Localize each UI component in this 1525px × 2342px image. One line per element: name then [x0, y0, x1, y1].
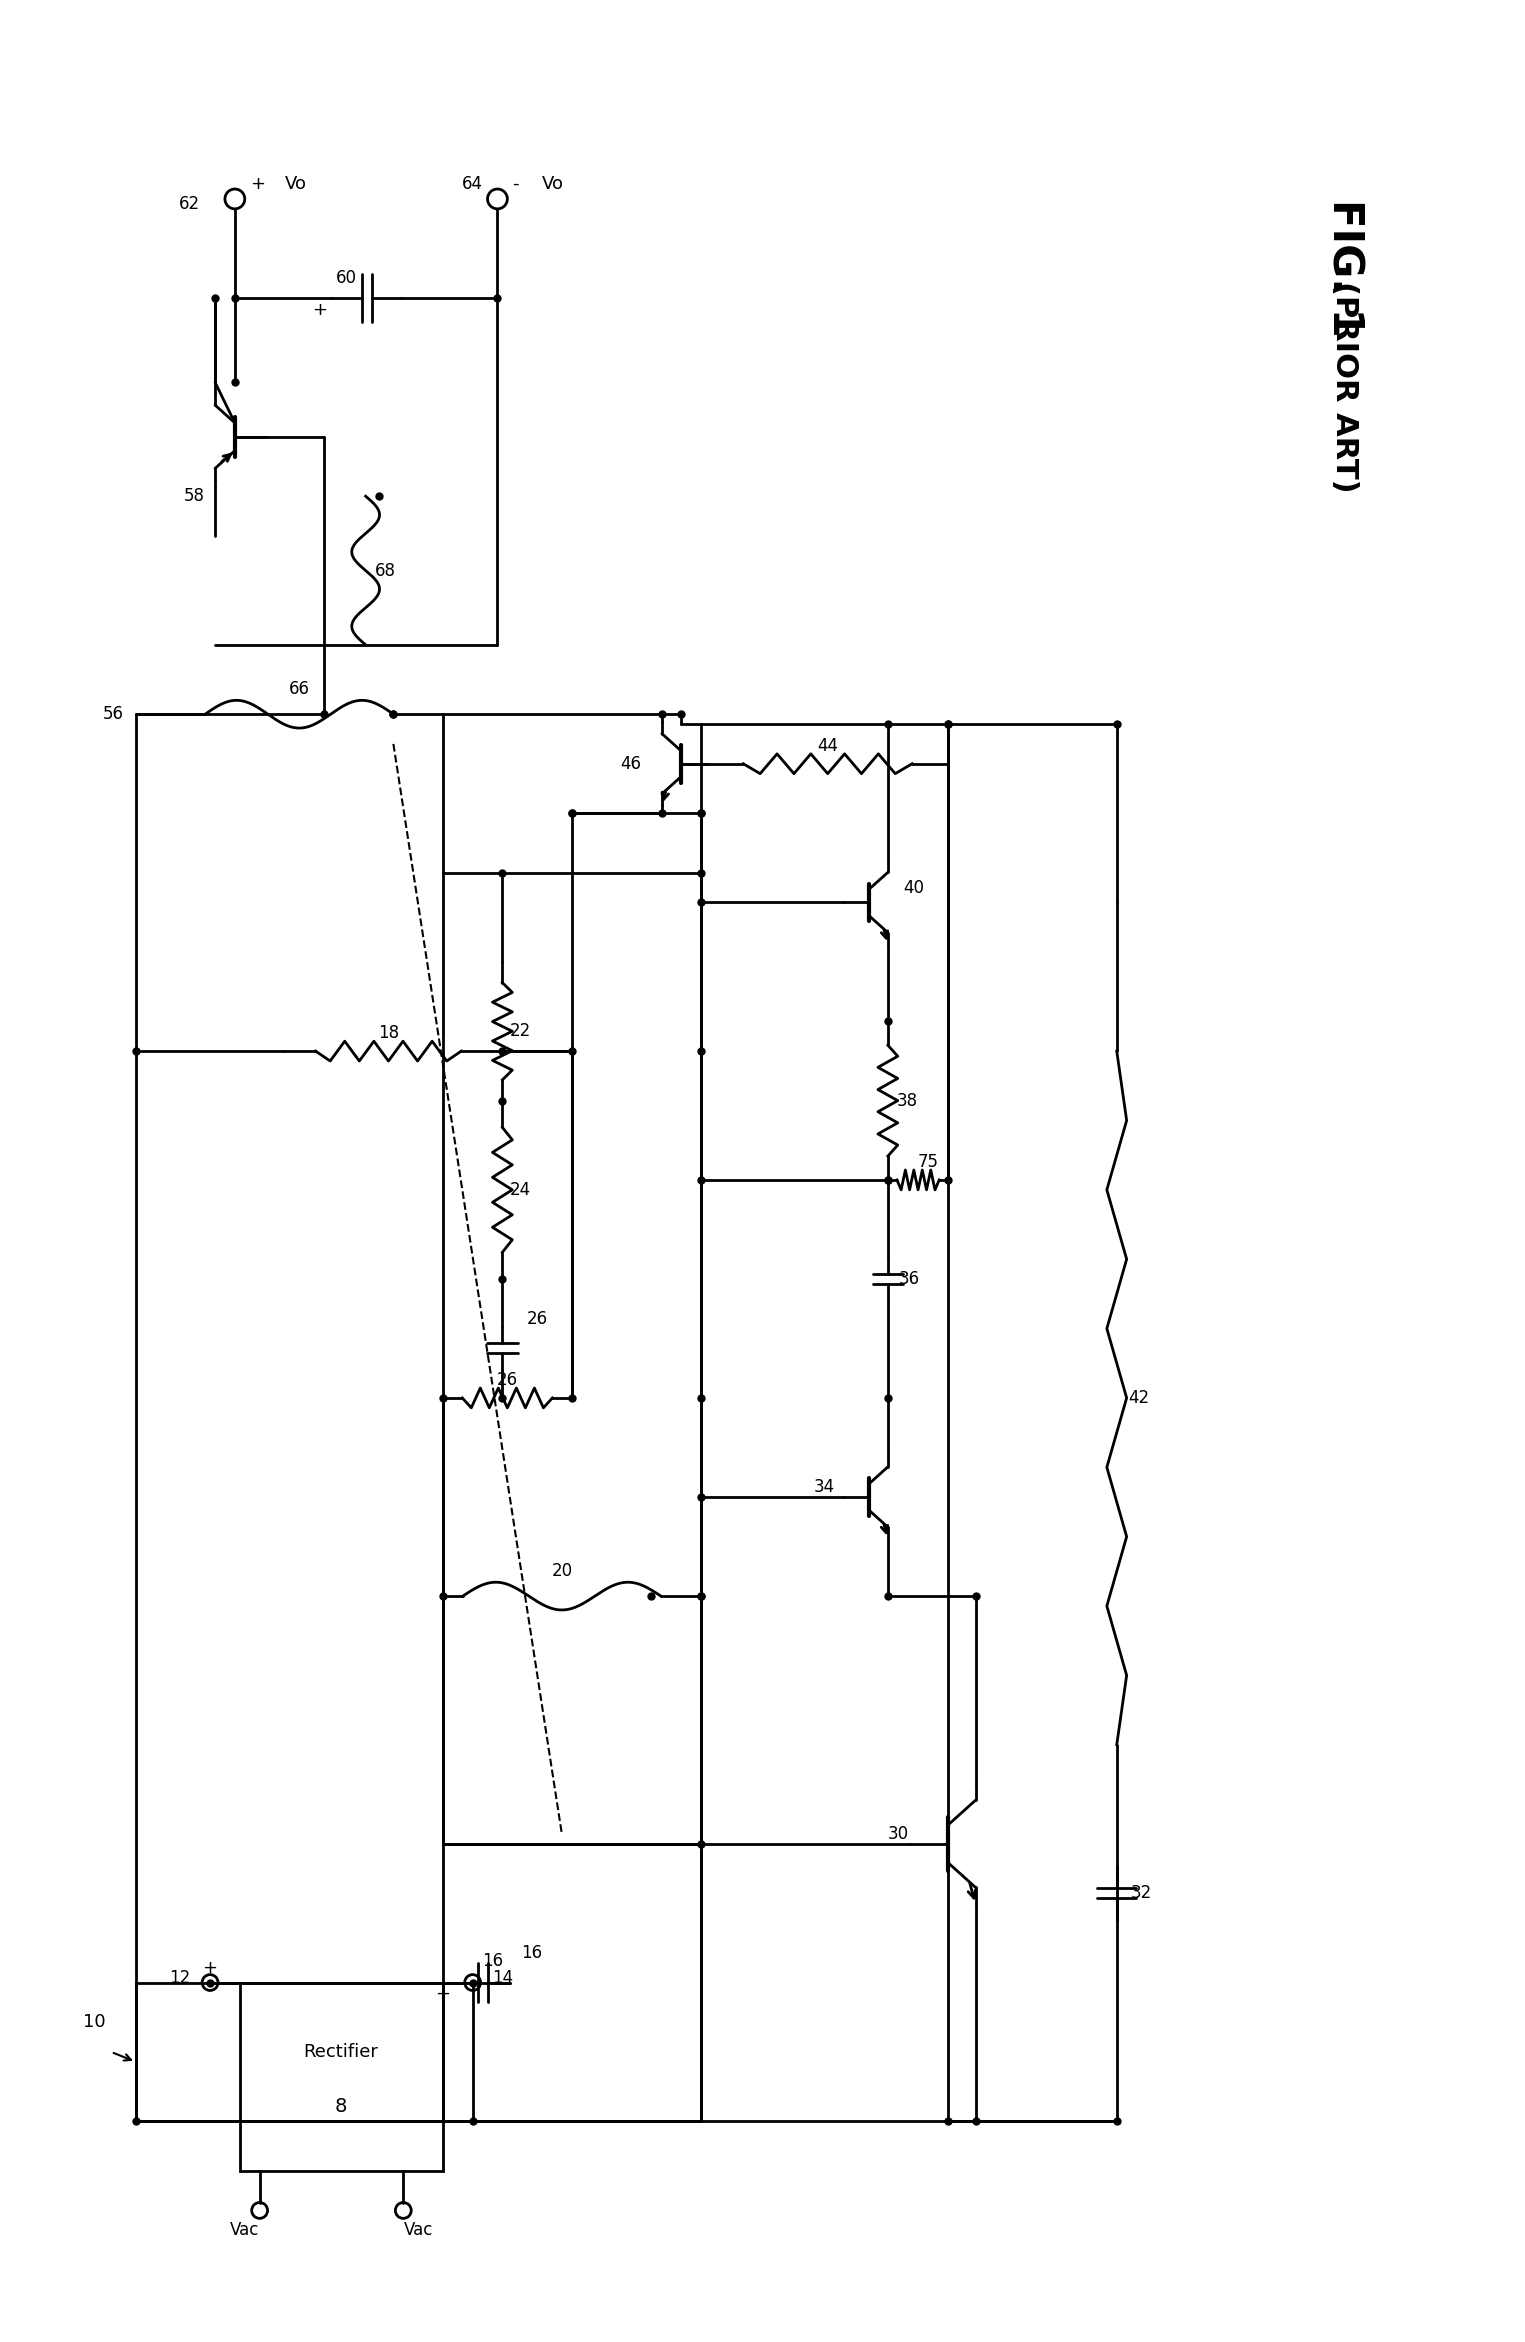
Text: 34: 34 [813, 1478, 834, 1497]
Text: +: + [436, 1986, 450, 2002]
Text: Vac: Vac [404, 2220, 433, 2239]
Text: -: - [512, 176, 518, 192]
Text: 14: 14 [493, 1970, 514, 1986]
Text: FIG. 1: FIG. 1 [1324, 199, 1366, 337]
Text: 42: 42 [1128, 1389, 1150, 1408]
Text: 58: 58 [185, 487, 206, 506]
Text: Vac: Vac [230, 2220, 259, 2239]
Text: 18: 18 [378, 1023, 400, 1042]
Text: Vo: Vo [541, 176, 564, 192]
Text: 26: 26 [526, 1309, 547, 1328]
FancyBboxPatch shape [239, 1984, 442, 2171]
Text: 16: 16 [522, 1944, 543, 1963]
Text: 46: 46 [621, 754, 640, 773]
Text: 12: 12 [169, 1970, 191, 1986]
Text: Vo: Vo [284, 176, 307, 192]
Text: 75: 75 [918, 1152, 938, 1171]
Text: 38: 38 [897, 1091, 918, 1110]
Text: Rectifier: Rectifier [303, 2042, 378, 2061]
Text: 22: 22 [509, 1023, 531, 1040]
Text: 64: 64 [462, 176, 482, 192]
Text: (PRIOR ART): (PRIOR ART) [1330, 281, 1359, 494]
Text: +: + [203, 1958, 218, 1977]
Text: 8: 8 [334, 2096, 348, 2115]
Text: 56: 56 [102, 705, 124, 724]
Text: 60: 60 [337, 269, 357, 288]
Text: 26: 26 [497, 1370, 518, 1389]
Text: 68: 68 [375, 562, 396, 578]
Text: 32: 32 [1132, 1885, 1153, 1902]
Text: 10: 10 [82, 2014, 105, 2031]
Text: 24: 24 [509, 1180, 531, 1199]
Text: 44: 44 [817, 738, 839, 754]
Text: 66: 66 [288, 682, 310, 698]
Text: 40: 40 [904, 878, 924, 897]
Text: +: + [250, 176, 265, 192]
Text: +: + [313, 300, 328, 319]
Text: 16: 16 [482, 1951, 503, 1970]
Text: 20: 20 [551, 1562, 572, 1581]
Text: 62: 62 [178, 194, 200, 213]
Text: 30: 30 [888, 1824, 909, 1843]
Text: 36: 36 [900, 1269, 920, 1288]
